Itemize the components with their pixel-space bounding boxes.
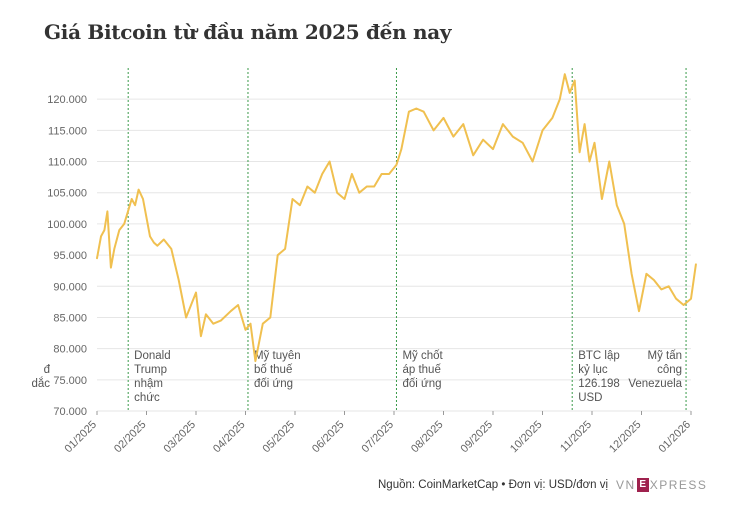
x-tick-label: 12/2025: [607, 419, 644, 456]
clipped-event-label: dắc: [31, 377, 50, 390]
x-tick-label: 01/2025: [63, 419, 100, 456]
event-label: bố thuế: [254, 364, 293, 376]
logo-mark: E: [636, 478, 649, 492]
event-markers: Donald Trump nhậm chức Mỹ tuyên bố thuế đối ứn…: [127, 68, 687, 411]
vnexpress-logo: VN E XPRESS: [616, 478, 707, 492]
y-tick-label: 120.000: [47, 94, 87, 106]
event-label: Donald: [134, 350, 170, 362]
event-label: đối ứng: [402, 378, 441, 390]
event-label: nhậm: [134, 378, 163, 390]
y-tick-label: 90.000: [53, 281, 87, 293]
price-series-line: [96, 73, 697, 363]
grid-lines: [97, 98, 691, 412]
event-label: áp thuế: [402, 364, 441, 376]
event-label: Mỹ tuyên: [254, 350, 301, 362]
bitcoin-price-chart: 70.000 75.000 80.000 85.000 90.000 95.000 100.…: [31, 68, 697, 456]
logo-text-left: VN: [616, 478, 636, 492]
x-tick-label: 08/2025: [409, 419, 446, 456]
event-label: công: [657, 364, 682, 376]
source-note: Nguồn: CoinMarketCap • Đơn vị: USD/đơn v…: [378, 479, 609, 491]
event-label: đối ứng: [254, 378, 293, 390]
y-axis: 70.000 75.000 80.000 85.000 90.000 95.000 100.…: [47, 94, 87, 418]
event-label: chức: [134, 392, 160, 404]
x-tick-label: 03/2025: [162, 419, 199, 456]
x-tick-label: 10/2025: [508, 419, 545, 456]
event-label: 126.198: [578, 378, 620, 390]
logo-text-right: XPRESS: [649, 478, 708, 492]
y-tick-label: 95.000: [53, 250, 87, 262]
y-tick-label: 85.000: [53, 312, 87, 324]
clipped-event-label: đ: [44, 364, 51, 376]
event-label: Trump: [134, 364, 167, 376]
y-tick-label: 110.000: [48, 157, 87, 169]
event-label: USD: [578, 392, 602, 404]
x-tick-label: 02/2025: [112, 419, 149, 456]
event-label: Mỹ tấn: [648, 350, 683, 362]
y-tick-label: 75.000: [53, 375, 87, 387]
y-tick-label: 105.000: [47, 188, 87, 200]
y-tick-label: 70.000: [53, 406, 87, 418]
y-tick-label: 100.000: [47, 219, 87, 231]
event-label: kỷ lục: [578, 364, 608, 376]
y-tick-label: 80.000: [53, 344, 87, 356]
x-tick-label: 11/2025: [558, 419, 594, 455]
footer: Nguồn: CoinMarketCap • Đơn vị: USD/đơn v…: [378, 478, 707, 492]
event-label: BTC lập: [578, 350, 620, 362]
chart-title: Giá Bitcoin từ đầu năm 2025 đến nay: [44, 20, 452, 44]
x-axis: 01/2025 02/2025 03/2025 04/2025 05/2025 06/20…: [63, 411, 694, 456]
x-tick-label: 04/2025: [211, 419, 248, 456]
x-tick-label: 05/2025: [261, 419, 298, 456]
y-tick-label: 115.000: [48, 125, 87, 137]
event-label: Mỹ chốt: [402, 350, 443, 362]
x-tick-label: 06/2025: [310, 419, 347, 456]
x-tick-label: 01/2026: [657, 419, 694, 456]
x-tick-label: 09/2025: [459, 419, 496, 456]
x-tick-label: 07/2025: [360, 419, 397, 456]
event-label: Venezuela: [628, 378, 682, 390]
